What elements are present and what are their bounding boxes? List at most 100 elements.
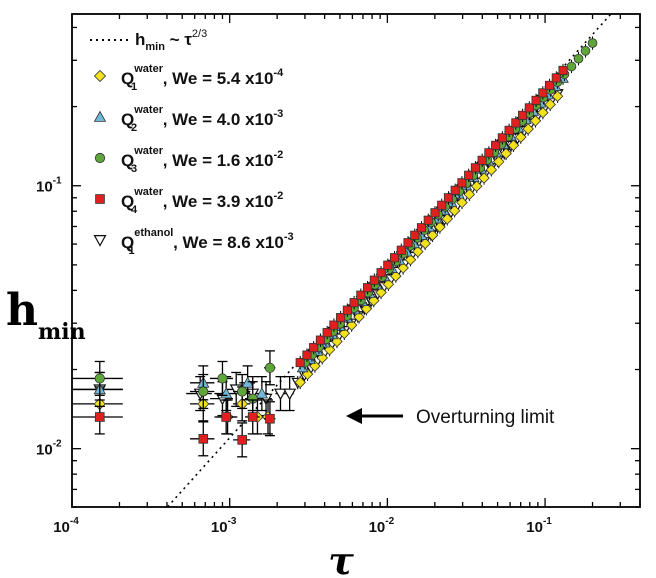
legend-entry-3: Qwater 3 , We = 1.6 x10-2 [94,145,283,175]
legend-label: Qwater 4 , We = 3.9 x10-2 [121,186,283,216]
legend-marker [93,69,107,83]
data-point [518,110,528,120]
x-tick-exp: -1 [543,516,552,527]
data-point [504,125,514,135]
y-tick-exp: -1 [53,176,62,187]
x-tick-label: 10-3 [211,516,237,536]
data-point [507,139,520,152]
legend-label-rest: , We = 8.6 x10 [173,233,284,252]
data-point [247,412,258,422]
legend-label-sup: water [133,104,163,116]
legend-ref-main: h [135,30,145,49]
data-point [531,95,541,105]
data-point [497,133,507,143]
data-point [367,294,380,307]
plot-frame [71,13,641,508]
data-point [273,388,288,401]
data-point [437,200,447,210]
data-point [349,298,359,308]
data-point [456,196,468,209]
data-point [524,103,534,113]
x-tick-exp: -2 [385,516,394,527]
data-point [295,358,305,368]
data-point [573,53,584,64]
data-point [423,215,433,225]
legend-label: Qwater 2 , We = 4.0 x10-3 [121,104,283,134]
legend-label-exp: -3 [284,231,294,243]
data-point [255,387,269,399]
legend-label: Qwater 1 , We = 5.4 x10-4 [121,63,284,93]
data-point [353,311,365,323]
legend-ref-exp: 2/3 [192,28,207,40]
legend-ref-mid: ~ τ [165,30,192,49]
data-point [342,305,352,315]
x-tick-base: 10 [53,519,70,536]
legend-label-main: Q [121,110,134,129]
data-point [551,73,561,83]
legend-label: Qethanol 1 , We = 8.6 x10-3 [121,227,294,257]
data-point [383,260,393,270]
data-point [529,115,542,127]
data-point [264,362,276,373]
x-tick-exp: -3 [228,516,237,527]
y-tick-label: 10-1 [36,176,62,196]
data-point [484,148,494,158]
legend: hmin ~ τ2/3 Qwater 1, We = 5.4 x10-4Qwate… [90,28,294,257]
data-point [302,350,312,360]
data-point [265,413,275,424]
data-point [566,61,577,72]
x-axis-title: τ [328,538,354,578]
data-point [198,386,209,397]
legend-label-rest: , We = 4.0 x10 [163,110,274,129]
legend-label-rest: , We = 3.9 x10 [163,192,274,211]
x-tick-base: 10 [526,519,543,536]
data-point [329,320,339,330]
legend-label-exp: -4 [273,67,284,79]
legend-label-exp: -2 [273,149,283,161]
data-point [443,193,454,203]
data-point [315,335,325,345]
legend-label-sub: 1 [131,81,137,93]
data-point [470,163,480,173]
data-point [217,373,228,384]
data-point [94,412,105,422]
data-point [237,435,247,445]
data-point [294,376,306,389]
data-point [237,386,248,397]
legend-label-sub: 2 [131,122,137,134]
y-axis-title-sub: min [38,319,86,345]
x-tick-base: 10 [211,519,228,536]
x-tick-label: 10-2 [369,516,395,536]
data-point [363,283,373,293]
legend-label-rest: , We = 5.4 x10 [163,69,274,88]
legend-label-sub: 4 [131,204,138,216]
data-point [587,38,598,48]
data-point [450,185,460,195]
legend-marker [95,194,105,204]
legend-label-main: Q [121,69,134,88]
series-4 [72,63,568,458]
legend-label-main: Q [121,151,134,170]
data-point [389,253,400,263]
legend-label-sub: 3 [131,163,137,175]
legend-marker [94,152,106,164]
data-point [356,290,366,300]
legend-label-sup: water [133,63,163,75]
y-tick-base: 10 [36,179,53,196]
legend-entry-5: Qethanol 1 , We = 8.6 x10-3 [93,227,294,257]
legend-label-sup: water [133,186,163,198]
legend-entry-2: Qwater 2 , We = 4.0 x10-3 [93,104,283,134]
data-point [580,46,591,56]
x-tick-exp: -4 [70,516,79,527]
legend-label-rest: , We = 1.6 x10 [163,151,274,170]
data-point [430,208,440,218]
y-tick-label: 10-2 [36,439,62,459]
legend-label-sup: ethanol [134,227,173,239]
data-point [448,204,461,217]
legend-marker [93,110,107,122]
data-point [457,178,467,188]
data-point [198,434,209,444]
data-point [492,155,505,168]
legend-label: Qwater 3 , We = 1.6 x10-2 [121,145,283,175]
